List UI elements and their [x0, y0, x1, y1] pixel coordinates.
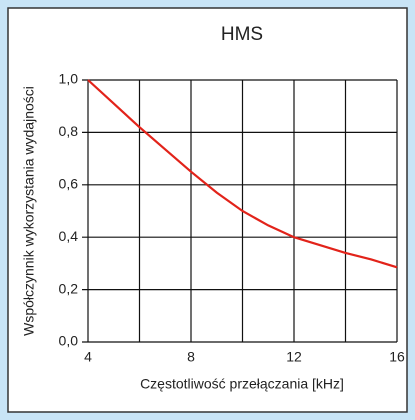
line	[87, 79, 398, 269]
chart-title: HMS	[221, 24, 263, 45]
y-tick-label: 0,0	[59, 333, 79, 349]
x-tick-label: 4	[84, 349, 92, 365]
x-tick-label: 8	[187, 349, 195, 365]
y-tick-label: 0,6	[59, 176, 79, 192]
y-axis-label: Współczynnik wykorzystania wydajności	[21, 86, 37, 336]
y-tick-label: 0,2	[59, 280, 79, 296]
y-tick-label: 1,0	[59, 71, 79, 87]
y-tick-label: 0,4	[59, 228, 79, 244]
y-tick-label: 0,8	[59, 123, 79, 139]
panel	[7, 7, 408, 413]
x-tick-label: 12	[286, 349, 302, 365]
x-axis-label: Częstotliwość przełączania [kHz]	[140, 376, 344, 392]
x-tick-label: 16	[389, 349, 405, 365]
